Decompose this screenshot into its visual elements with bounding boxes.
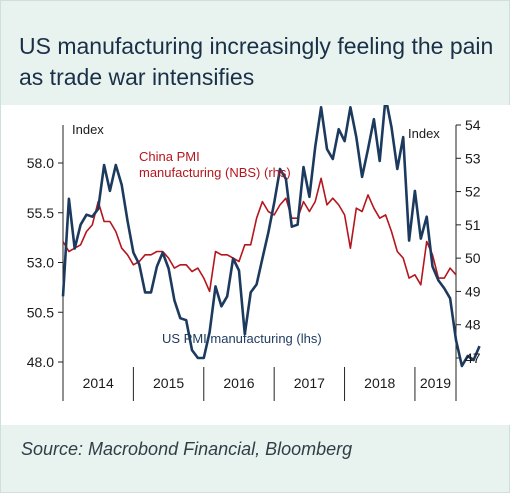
left-tick-label: 50.5 [27, 304, 54, 320]
chart-title: US manufacturing increasingly feeling th… [19, 33, 494, 90]
x-tick-label: 2017 [294, 375, 325, 391]
left-tick-label: 55.5 [27, 205, 54, 221]
right-tick-label: 53 [465, 150, 481, 166]
left-tick-label: 58.0 [27, 155, 54, 171]
right-tick-label: 51 [465, 217, 481, 233]
chart-svg: Index Index China PMI US PMI manufacturi… [27, 96, 481, 401]
us-pmi-line [61, 96, 481, 368]
right-tick-label: 48 [465, 317, 481, 333]
series-layer [61, 96, 481, 368]
left-axis-title: Index [72, 122, 104, 137]
x-tick-label: 2019 [420, 375, 451, 391]
right-tick-label: 47 [465, 350, 481, 366]
us-series-label: US PMI manufacturing (lhs) [162, 331, 322, 346]
right-tick-label: 50 [465, 250, 481, 266]
axes-layer [58, 124, 461, 401]
right-tick-label: 54 [465, 117, 481, 133]
source-note: Source: Macrobond Financial, Bloomberg [21, 439, 353, 459]
x-tick-label: 2015 [153, 375, 184, 391]
x-tick-label: 2016 [223, 375, 254, 391]
chart-area: Index Index China PMI US PMI manufacturi… [1, 96, 510, 425]
china-pmi-line [62, 177, 457, 293]
right-tick-label: 52 [465, 184, 481, 200]
left-tick-label: 53.0 [27, 255, 54, 271]
x-tick-label: 2018 [364, 375, 395, 391]
x-tick-label: 2014 [83, 375, 114, 391]
china-series-label-line2: manufacturing (NBS) (rhs) [139, 165, 291, 180]
labels-layer: Index Index China PMI US PMI manufacturi… [27, 117, 481, 391]
right-axis-title: Index [408, 126, 440, 141]
china-series-label-line1: China PMI [139, 149, 200, 164]
left-tick-label: 48.0 [27, 354, 54, 370]
right-tick-label: 49 [465, 283, 481, 299]
